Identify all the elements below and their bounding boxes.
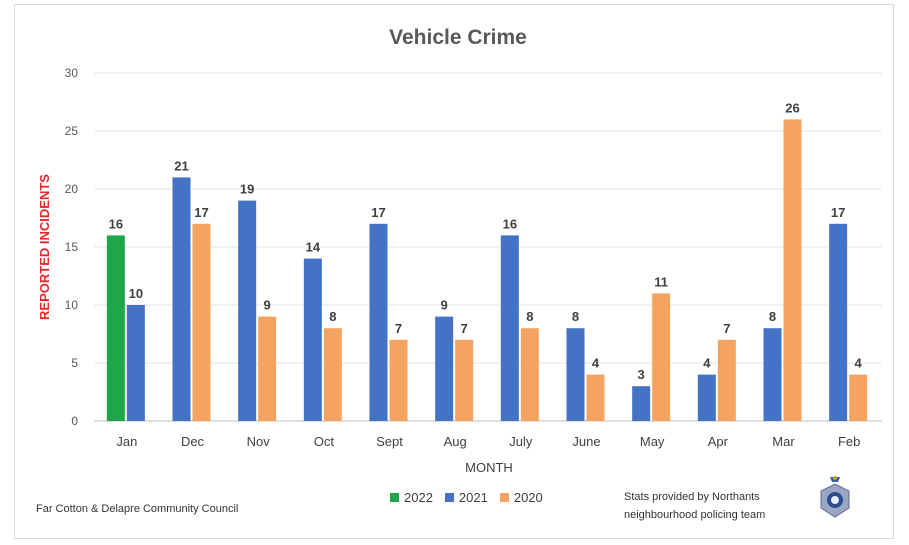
x-tick-label: Aug: [444, 434, 467, 449]
legend-label: 2022: [404, 490, 433, 505]
data-label: 14: [306, 240, 321, 255]
bar-2020-june: [586, 374, 605, 421]
bar-2020-aug: [455, 339, 474, 421]
bar-2020-feb: [849, 374, 868, 421]
police-crest-icon: [818, 475, 852, 526]
data-label: 21: [174, 158, 188, 173]
x-tick-label: Mar: [772, 434, 795, 449]
y-tick-labels: 0 5 10 15 20 25 30: [65, 66, 79, 428]
chart-frame: [14, 4, 894, 539]
bar-2021-apr: [697, 374, 716, 421]
data-label: 10: [129, 286, 143, 301]
y-tick-label: 20: [65, 182, 79, 196]
y-tick-label: 25: [65, 124, 79, 138]
bar-2021-nov: [238, 200, 257, 421]
data-label: 11: [654, 274, 668, 289]
chart-title: Vehicle Crime: [389, 26, 527, 49]
bar-2020-july: [520, 328, 539, 421]
bar-2021-aug: [435, 316, 454, 421]
data-label: 4: [703, 356, 711, 371]
data-label: 8: [329, 309, 336, 324]
x-tick-label: Feb: [838, 434, 860, 449]
y-axis-label: REPORTED INCIDENTS: [37, 174, 52, 320]
bar-2020-oct: [323, 328, 342, 421]
bar-2021-feb: [829, 223, 848, 421]
legend-item-2020: 2020: [499, 490, 543, 505]
legend-item-2022: 2022: [390, 490, 433, 505]
x-tick-labels: Jan Dec Nov Oct Sept Aug July June May Apr Mar Feb: [116, 434, 860, 449]
data-label: 9: [441, 298, 448, 313]
data-label: 8: [769, 309, 776, 324]
legend-swatch: [499, 493, 509, 502]
x-tick-label: Dec: [181, 434, 205, 449]
data-label: 19: [240, 182, 254, 197]
footer-credit-line-2: neighbourhood policing team: [624, 509, 766, 521]
data-label: 9: [264, 298, 271, 313]
bar-2020-sept: [389, 339, 408, 421]
y-tick-label: 0: [71, 414, 78, 428]
footer-credit-line-1: Stats provided by Northants: [624, 491, 760, 503]
legend-swatch: [390, 493, 399, 502]
data-label: 17: [194, 205, 208, 220]
data-label: 8: [526, 309, 533, 324]
legend: 2022 2021 2020: [390, 490, 543, 505]
bar-2021-dec: [172, 177, 191, 421]
bar-2021-july: [500, 235, 519, 421]
data-label: 8: [572, 309, 579, 324]
bar-2020-mar: [783, 119, 802, 422]
bar-2020-nov: [258, 316, 277, 421]
x-tick-label: Nov: [247, 434, 271, 449]
gridlines: [94, 72, 882, 422]
bar-2021-oct: [303, 258, 322, 421]
data-label: 7: [461, 321, 468, 336]
data-label: 26: [785, 100, 799, 115]
y-tick-label: 5: [71, 356, 78, 370]
bar-2021-mar: [763, 328, 782, 421]
data-label: 4: [855, 356, 863, 371]
bar-2020-may: [652, 293, 671, 421]
bar-2021-may: [632, 386, 651, 421]
x-tick-label: June: [572, 434, 600, 449]
bars: [106, 119, 868, 422]
y-tick-label: 10: [65, 298, 79, 312]
data-label: 4: [592, 356, 600, 371]
x-tick-label: Oct: [314, 434, 335, 449]
x-tick-label: May: [640, 434, 665, 449]
data-label: 7: [723, 321, 730, 336]
x-tick-label: July: [509, 434, 533, 449]
data-label: 16: [503, 216, 517, 231]
bar-2020-apr: [717, 339, 736, 421]
x-tick-label: Apr: [708, 434, 729, 449]
data-label: 17: [371, 205, 385, 220]
bar-2021-sept: [369, 223, 388, 421]
data-label: 7: [395, 321, 402, 336]
legend-item-2021: 2021: [444, 490, 488, 505]
x-tick-label: Sept: [376, 434, 403, 449]
data-label: 3: [638, 367, 645, 382]
y-tick-label: 15: [65, 240, 79, 254]
legend-label: 2020: [513, 490, 543, 505]
footer-stats-credit: Stats provided by Northants neighbourhoo…: [624, 488, 765, 524]
bar-2022-jan: [106, 235, 125, 421]
legend-label: 2021: [458, 490, 488, 505]
data-label: 17: [831, 205, 845, 220]
y-tick-label: 30: [65, 66, 79, 80]
x-axis-label: MONTH: [465, 460, 513, 475]
bar-2021-june: [566, 328, 585, 421]
bar-2020-dec: [192, 223, 211, 421]
x-tick-label: Jan: [116, 434, 137, 449]
data-label: 16: [109, 216, 123, 231]
bar-2021-jan: [126, 305, 145, 421]
legend-swatch: [444, 493, 454, 502]
footer-council-name: Far Cotton & Delapre Community Council: [36, 503, 239, 515]
